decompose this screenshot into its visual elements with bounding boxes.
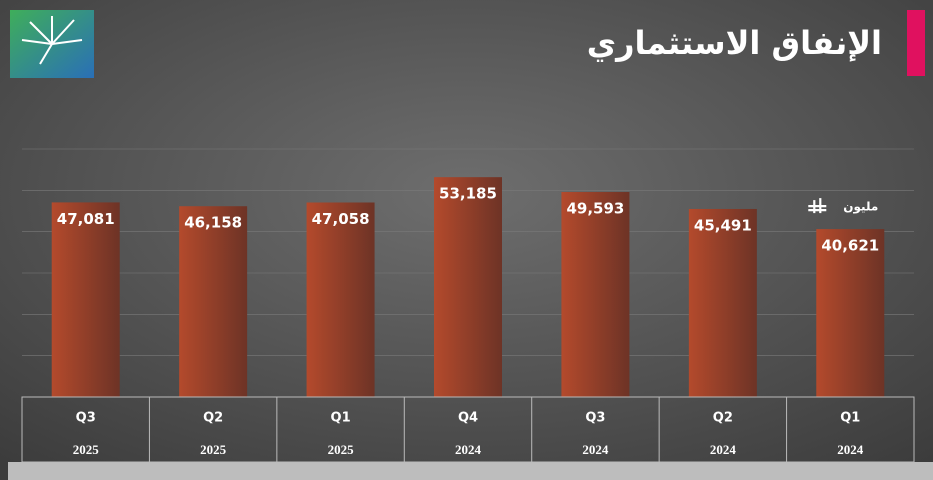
bar — [434, 177, 502, 397]
x-tick-year: 2024 — [582, 442, 609, 457]
x-tick-year: 2024 — [837, 442, 864, 457]
bar — [51, 202, 120, 397]
value-label: 53,185 — [439, 185, 497, 203]
accent-bar — [907, 10, 925, 76]
x-tick-year: 2025 — [73, 442, 100, 457]
unit-label: مليون — [843, 200, 878, 215]
bar — [816, 229, 885, 397]
x-tick-label: Q3 — [76, 411, 96, 426]
x-tick-label: Q4 — [458, 411, 478, 426]
value-label: 46,158 — [184, 214, 242, 232]
bottom-strip — [8, 462, 933, 480]
x-tick-year: 2025 — [200, 442, 227, 457]
currency-symbol — [808, 198, 827, 214]
x-tick-label: Q2 — [713, 411, 733, 426]
x-tick-year: 2024 — [455, 442, 482, 457]
value-label: 47,058 — [312, 210, 370, 228]
x-tick-year: 2025 — [328, 442, 355, 457]
value-label: 49,593 — [566, 200, 624, 218]
x-tick-label: Q1 — [840, 411, 860, 426]
bar — [179, 206, 248, 397]
x-tick-year: 2024 — [710, 442, 737, 457]
value-label: 45,491 — [694, 216, 752, 234]
x-tick-label: Q1 — [331, 411, 351, 426]
logo-star — [21, 16, 83, 65]
x-tick-label: Q2 — [203, 411, 223, 426]
chart-title: الإنفاق الاستثماري — [587, 24, 882, 62]
x-tick-label: Q3 — [585, 411, 605, 426]
bar — [561, 192, 630, 397]
value-label: 47,081 — [57, 210, 115, 228]
value-label: 40,621 — [821, 237, 879, 255]
bar — [306, 202, 375, 397]
table-frame — [21, 396, 915, 463]
bar — [688, 208, 757, 397]
